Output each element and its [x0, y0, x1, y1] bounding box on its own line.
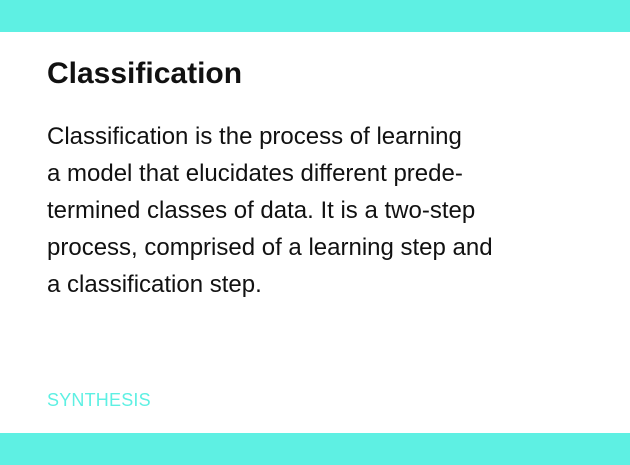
- card-description: Classification is the process of learnin…: [47, 118, 607, 303]
- description-line: termined classes of data. It is a two-st…: [47, 197, 476, 224]
- bottom-accent-band: [0, 433, 630, 465]
- description-line: a classification step.: [47, 271, 262, 298]
- description-line: process, comprised of a learning step an…: [47, 234, 493, 261]
- description-line: Classification is the process of learnin…: [47, 123, 462, 150]
- top-accent-band: [0, 0, 630, 32]
- card-title: Classification: [47, 57, 243, 90]
- category-label: SYNTHESIS: [47, 390, 151, 410]
- description-line: a model that elucidates different prede-: [47, 160, 463, 187]
